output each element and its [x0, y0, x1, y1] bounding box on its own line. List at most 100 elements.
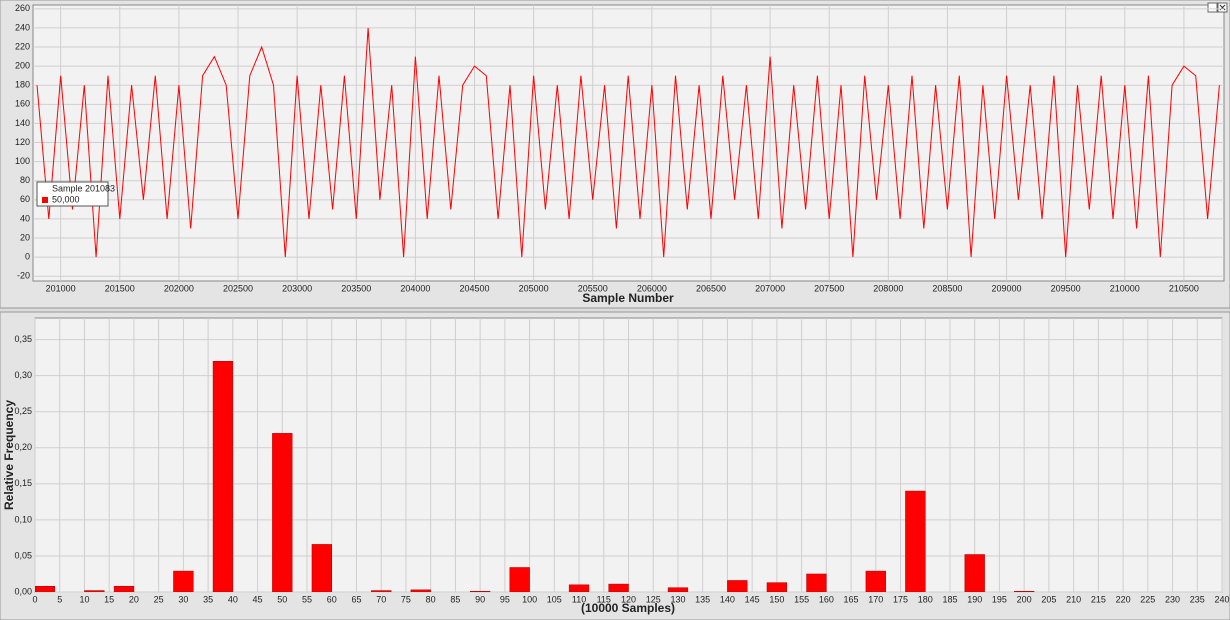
y-tick-label: 140 [15, 118, 30, 128]
x-tick-label: 20 [129, 594, 139, 604]
x-tick-label: 65 [351, 594, 361, 604]
x-tick-label: 80 [426, 594, 436, 604]
x-tick-label: 15 [104, 594, 114, 604]
x-tick-label: 225 [1140, 594, 1155, 604]
x-tick-label: 120 [621, 594, 636, 604]
x-tick-label: 5 [57, 594, 62, 604]
y-tick-label: 80 [20, 175, 30, 185]
y-tick-label: 0,10 [14, 514, 32, 524]
x-tick-label: 202500 [223, 283, 253, 293]
x-tick-label: 150 [769, 594, 784, 604]
series [36, 27, 1220, 258]
bar [806, 573, 827, 592]
y-tick-label: 180 [15, 80, 30, 90]
bar [410, 589, 431, 592]
bar [371, 590, 392, 592]
x-tick-label: 210 [1066, 594, 1081, 604]
y-tick-label: 0,00 [14, 586, 32, 596]
x-tick-label: 45 [253, 594, 263, 604]
y-tick-label: 200 [15, 60, 30, 70]
x-tick-label: 0 [32, 594, 37, 604]
x-tick-label: 240 [1214, 594, 1229, 604]
x-tick-label: 208500 [932, 283, 962, 293]
x-tick-label: 220 [1116, 594, 1131, 604]
x-tick-label: 10 [79, 594, 89, 604]
bar [311, 544, 333, 592]
tooltip-box [36, 181, 109, 207]
y-axis-label: Relative Frequency [2, 400, 16, 510]
bar [272, 433, 293, 592]
y-tick-label: 260 [15, 3, 30, 13]
bar [608, 583, 629, 592]
x-tick-label: 165 [844, 594, 859, 604]
y-tick-label: 60 [20, 194, 30, 204]
bar [568, 584, 590, 592]
x-tick-label: 209500 [1051, 283, 1081, 293]
marks: -200204060801001201401601802002202402602… [14, 3, 1229, 604]
bar [1014, 591, 1035, 592]
x-tick-label: 204000 [400, 283, 430, 293]
y-tick-label: 0,05 [14, 550, 32, 560]
x-tick-label: 50 [277, 594, 287, 604]
y-tick-label: 0,35 [14, 334, 32, 344]
y-tick-label: 0,30 [14, 370, 32, 380]
y-tick-label: 0,20 [14, 442, 32, 452]
y-tick-label: 0,15 [14, 478, 32, 488]
x-axis-label: (10000 Samples) [581, 601, 675, 615]
bar [766, 582, 788, 592]
x-tick-label: 208000 [873, 283, 903, 293]
x-tick-label: 210500 [1169, 283, 1199, 293]
y-tick-label: 160 [15, 99, 30, 109]
bar [865, 570, 886, 592]
bar [469, 591, 491, 592]
x-tick-label: 230 [1165, 594, 1180, 604]
x-tick-label: 85 [450, 594, 460, 604]
x-tick-label: 206500 [696, 283, 726, 293]
x-tick-label: 185 [942, 594, 957, 604]
bar [905, 490, 926, 592]
x-tick-label: 75 [401, 594, 411, 604]
x-tick-label: 210000 [1110, 283, 1140, 293]
series [35, 361, 1035, 592]
bar [35, 585, 56, 592]
y-tick-label: 0,25 [14, 406, 32, 416]
bar [212, 361, 234, 592]
x-tick-label: 202000 [164, 283, 194, 293]
x-tick-label: 195 [992, 594, 1007, 604]
bar [173, 570, 194, 592]
x-tick-label: 205 [1041, 594, 1056, 604]
y-tick-label: 20 [20, 232, 30, 242]
x-tick-label: 140 [720, 594, 735, 604]
y-tick-label: 220 [15, 41, 30, 51]
x-tick-label: 207500 [814, 283, 844, 293]
y-tick-label: -20 [17, 271, 30, 281]
x-tick-label: 205500 [578, 283, 608, 293]
line [36, 27, 1220, 258]
bar [727, 580, 748, 592]
x-tick-label: 155 [794, 594, 809, 604]
x-tick-label: 205000 [519, 283, 549, 293]
x-tick-label: 160 [819, 594, 834, 604]
x-tick-label: 90 [475, 594, 485, 604]
x-tick-label: 201000 [46, 283, 76, 293]
y-tick-label: 40 [20, 213, 30, 223]
x-tick-label: 125 [646, 594, 661, 604]
bar [113, 585, 135, 592]
tooltip-title: Sample 201083 [52, 183, 115, 193]
x-tick-label: 203500 [341, 283, 371, 293]
x-tick-label: 110 [572, 594, 586, 604]
x-tick-label: 200 [1017, 594, 1032, 604]
options-button[interactable] [1207, 2, 1218, 13]
x-tick-label: 40 [228, 594, 238, 604]
y-tick-label: 240 [15, 22, 30, 32]
x-tick-label: 207000 [755, 283, 785, 293]
y-tick-label: 120 [15, 137, 30, 147]
x-tick-label: 130 [670, 594, 685, 604]
x-tick-label: 190 [967, 594, 982, 604]
x-tick-label: 180 [918, 594, 933, 604]
x-tick-label: 70 [376, 594, 386, 604]
x-tick-label: 55 [302, 594, 312, 604]
tooltip-value: 50,000 [52, 194, 80, 204]
x-tick-label: 30 [178, 594, 188, 604]
